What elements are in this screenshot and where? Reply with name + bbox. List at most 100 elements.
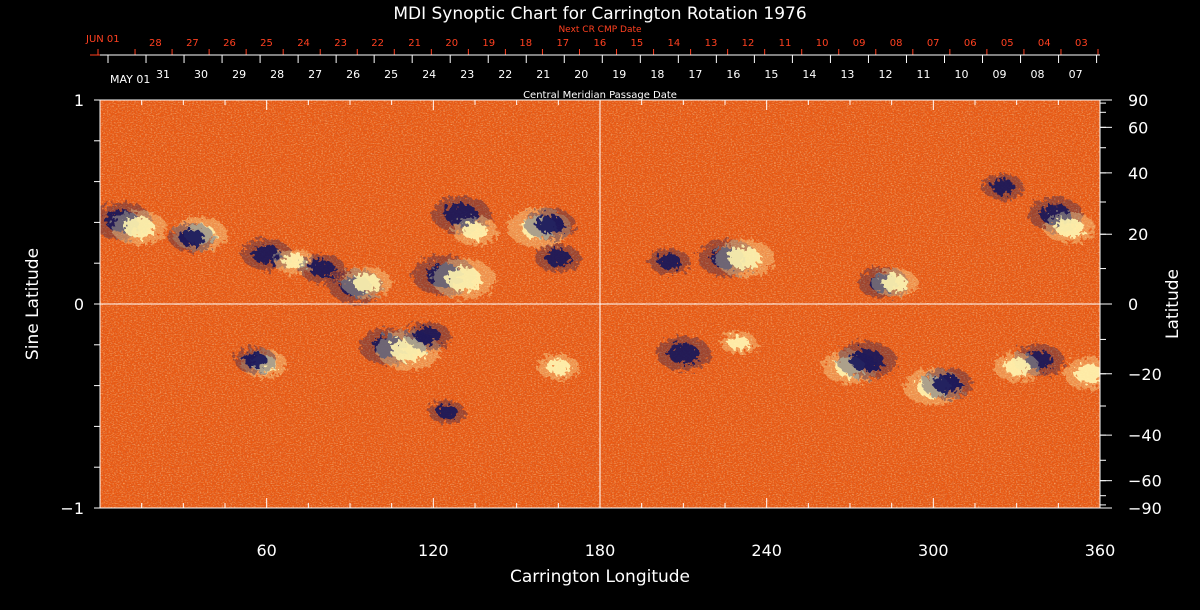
negative-polarity-region xyxy=(243,352,268,369)
y-axis-left: 1 0 −1 xyxy=(60,91,100,518)
x-tick-label: 360 xyxy=(1085,541,1116,560)
cmp-date-label: 10 xyxy=(955,68,969,81)
y-axis-right: 90 60 40 20 0 −20 −40 −60 −90 xyxy=(1100,91,1162,518)
x-tick-label: 120 xyxy=(418,541,449,560)
next-cr-date-label: 28 xyxy=(149,38,162,49)
negative-polarity-region xyxy=(178,228,205,247)
positive-polarity-region xyxy=(352,273,381,293)
positive-polarity-region xyxy=(1003,358,1030,376)
x-tick-label: 240 xyxy=(751,541,782,560)
negative-polarity-region xyxy=(414,327,441,345)
cmp-date-label: 29 xyxy=(232,68,246,81)
negative-polarity-region xyxy=(436,405,458,420)
y-tick-label-right: 60 xyxy=(1128,118,1148,137)
cmp-date-label: 23 xyxy=(460,68,474,81)
cmp-date-label: 12 xyxy=(878,68,892,81)
cmp-date-label: 13 xyxy=(840,68,854,81)
next-cr-date-label: 18 xyxy=(519,38,532,49)
next-cr-date-label: 19 xyxy=(482,38,495,49)
next-cr-date-label: 13 xyxy=(705,38,718,49)
cmp-date-label: 18 xyxy=(650,68,664,81)
next-cr-date-label: 10 xyxy=(816,38,829,49)
chart-title: MDI Synoptic Chart for Carrington Rotati… xyxy=(393,4,806,24)
y-tick-label-left: 1 xyxy=(74,91,84,110)
next-cr-date-label: 12 xyxy=(742,38,755,49)
y-tick-label-right: 40 xyxy=(1128,164,1148,183)
next-cr-date-label: 22 xyxy=(371,38,384,49)
positive-polarity-region xyxy=(728,335,750,350)
next-cr-date-label: 14 xyxy=(668,38,681,49)
next-cr-date-label: 23 xyxy=(334,38,347,49)
cmp-date-label: 14 xyxy=(802,68,816,81)
y-tick-label-left: −1 xyxy=(60,499,84,518)
x-tick-label: 300 xyxy=(918,541,949,560)
positive-polarity-region xyxy=(462,222,488,240)
next-cr-date-label: 27 xyxy=(186,38,199,49)
cmp-date-label: 17 xyxy=(688,68,702,81)
x-axis: 60 120 180 240 300 360 xyxy=(99,100,1116,560)
y-tick-label-right: 90 xyxy=(1128,91,1148,110)
cmp-date-label: 28 xyxy=(270,68,284,81)
next-cr-date-label: 06 xyxy=(964,38,977,49)
positive-polarity-region xyxy=(1055,218,1084,238)
next-cr-date-label: 03 xyxy=(1075,38,1088,49)
y-tick-label-right: 0 xyxy=(1128,295,1138,314)
positive-polarity-region xyxy=(881,274,908,292)
negative-polarity-region xyxy=(309,259,336,278)
next-cr-date-label: 24 xyxy=(297,38,310,49)
cmp-date-label: 11 xyxy=(916,68,930,81)
positive-polarity-region xyxy=(546,359,571,375)
next-cr-date-label: 16 xyxy=(593,38,606,49)
negative-polarity-region xyxy=(535,214,565,234)
y-tick-label-right: 20 xyxy=(1128,225,1148,244)
negative-polarity-region xyxy=(667,343,699,364)
y-axis-right-label: Latitude xyxy=(1163,269,1183,339)
cmp-date-label: 16 xyxy=(726,68,740,81)
next-cr-axis: JUN 01 28 27 26 25 24 23 22 21 20 19 18 17 16 15 14 13 12… xyxy=(85,34,1100,56)
negative-polarity-region xyxy=(252,245,281,265)
cmp-date-label: 24 xyxy=(422,68,436,81)
next-cr-date-label: 15 xyxy=(631,38,644,49)
cmp-date-label: 09 xyxy=(993,68,1007,81)
positive-polarity-region xyxy=(123,217,155,238)
cmp-date-label: 21 xyxy=(536,68,550,81)
y-tick-label-right: −90 xyxy=(1128,499,1162,518)
positive-polarity-region xyxy=(727,246,762,270)
cmp-date-label: 08 xyxy=(1031,68,1045,81)
cmp-start-label: MAY 01 xyxy=(110,73,150,86)
next-cr-date-label: 08 xyxy=(890,38,903,49)
y-tick-label-right: −40 xyxy=(1128,426,1162,445)
cmp-date-label: 19 xyxy=(612,68,626,81)
next-cr-date-label: 04 xyxy=(1038,38,1051,49)
next-cr-date-label: 20 xyxy=(445,38,458,49)
next-cr-date-label: 25 xyxy=(260,38,273,49)
next-cr-date-label: 11 xyxy=(779,38,792,49)
x-axis-label: Carrington Longitude xyxy=(510,567,690,587)
y-tick-label-right: −60 xyxy=(1128,472,1162,491)
cmp-date-label: 15 xyxy=(764,68,778,81)
negative-polarity-region xyxy=(545,249,572,267)
next-cr-date-label: 17 xyxy=(556,38,569,49)
cmp-date-label: 30 xyxy=(194,68,208,81)
y-tick-label-left: 0 xyxy=(74,295,84,314)
next-cr-start-label: JUN 01 xyxy=(85,34,120,45)
cmp-date-label: 20 xyxy=(574,68,588,81)
x-tick-label: 180 xyxy=(585,541,616,560)
cmp-date-axis: MAY 01 31 30 29 28 27 26 25 24 23 22 21 20 19 18 17 16 15… xyxy=(100,54,1100,86)
negative-polarity-region xyxy=(991,179,1015,195)
next-cr-date-label: 21 xyxy=(408,38,421,49)
next-cr-date-label: 26 xyxy=(223,38,236,49)
cmp-date-label: 07 xyxy=(1069,68,1083,81)
positive-polarity-region xyxy=(445,267,482,292)
cmp-date-label: 26 xyxy=(346,68,360,81)
x-tick-label: 60 xyxy=(256,541,276,560)
negative-polarity-region xyxy=(849,349,884,372)
cmp-date-label: 22 xyxy=(498,68,512,81)
y-tick-label-right: −20 xyxy=(1128,365,1162,384)
next-cr-date-label: 09 xyxy=(853,38,866,49)
next-cr-date-label: 05 xyxy=(1001,38,1014,49)
cmp-axis-label: Central Meridian Passage Date xyxy=(523,90,677,101)
y-axis-left-label: Sine Latitude xyxy=(23,248,43,360)
next-cr-axis-label: Next CR CMP Date xyxy=(558,25,642,35)
